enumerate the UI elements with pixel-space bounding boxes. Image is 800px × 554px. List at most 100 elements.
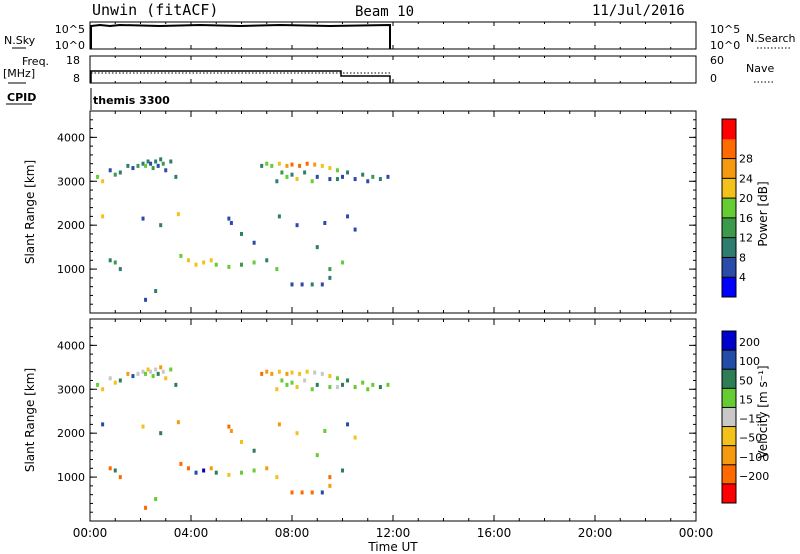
data-point	[371, 382, 375, 387]
title: Unwin (fitACF)	[92, 1, 218, 19]
colorbar-tick-label: −50	[739, 432, 762, 445]
colorbar-tick-label: 4	[739, 271, 746, 284]
freq-frame	[89, 55, 697, 84]
velocity-colorbar-label: Velocity [m s⁻¹]	[756, 365, 770, 458]
velocity-ylabel: Slant Range [km]	[23, 368, 37, 472]
data-point	[290, 370, 294, 375]
beam-label: Beam 10	[355, 4, 414, 20]
data-point	[310, 387, 314, 392]
data-point	[341, 174, 344, 179]
data-point	[320, 282, 324, 287]
x-tick-label: 08:00	[275, 526, 310, 540]
nsky-right-tick-bottom: 10^0	[710, 39, 740, 52]
data-point	[285, 382, 289, 387]
data-point	[144, 505, 148, 510]
data-point	[328, 475, 332, 480]
data-point	[144, 371, 148, 376]
data-point	[323, 428, 327, 433]
data-point	[275, 179, 279, 184]
data-point	[118, 267, 122, 272]
data-point	[328, 267, 332, 272]
data-point	[335, 168, 339, 173]
colorbar-segment	[722, 426, 736, 447]
freq-label-line1: Freq.	[22, 55, 49, 68]
data-point	[113, 380, 117, 385]
colorbar-tick-label: 16	[739, 212, 753, 225]
data-point	[270, 371, 274, 376]
data-point	[179, 461, 183, 466]
colorbar-tick-label: 20	[739, 192, 753, 205]
data-point	[156, 371, 160, 376]
data-point	[328, 177, 332, 182]
data-point	[346, 422, 350, 427]
data-point	[366, 179, 370, 184]
data-point	[154, 289, 158, 294]
data-point	[194, 262, 198, 267]
data-point	[164, 168, 168, 173]
data-point	[341, 468, 344, 473]
power-colorbar: 4 8 12 16 20 24 28	[721, 118, 753, 298]
colorbar-segment	[722, 407, 736, 428]
data-point	[101, 179, 105, 184]
data-point	[240, 231, 243, 236]
data-point	[126, 371, 130, 376]
data-point	[277, 422, 281, 427]
data-point	[378, 177, 382, 182]
data-point	[353, 385, 357, 390]
colorbar-segment	[722, 445, 736, 466]
data-point	[346, 214, 350, 219]
data-point	[335, 177, 339, 182]
data-point	[141, 161, 145, 166]
data-point	[290, 172, 294, 177]
data-point	[335, 376, 339, 381]
colorbar-segment	[722, 331, 736, 351]
colorbar-tick-label: −15	[739, 413, 762, 426]
data-point	[285, 163, 289, 168]
data-point	[214, 470, 218, 475]
data-point	[366, 387, 370, 392]
data-point	[295, 431, 299, 436]
data-point	[108, 168, 112, 173]
data-point	[240, 470, 243, 475]
data-point	[341, 382, 344, 387]
data-point	[252, 468, 256, 473]
data-point	[131, 166, 135, 171]
data-point	[305, 161, 309, 166]
colorbar-tick-label: 24	[739, 172, 753, 185]
data-point	[164, 376, 168, 381]
data-point	[277, 214, 281, 219]
data-point	[144, 163, 148, 168]
data-point	[101, 387, 105, 392]
data-point	[186, 258, 190, 263]
data-point	[174, 174, 178, 179]
velocity-colorbar: 200 100 50 15 −15 −50 −100 −200	[721, 330, 769, 504]
data-point	[303, 378, 307, 383]
data-point	[176, 420, 180, 425]
data-point	[315, 174, 319, 179]
freq-panel: Freq. [MHz] 18 8 60 0 Nave	[3, 54, 775, 85]
data-point	[202, 260, 206, 265]
data-point	[214, 262, 218, 267]
data-point	[353, 177, 357, 182]
data-point	[295, 385, 299, 390]
data-point	[96, 382, 100, 387]
y-tick-label: 2000	[57, 219, 85, 232]
data-point	[260, 163, 264, 168]
data-point	[371, 174, 375, 179]
data-point	[113, 172, 117, 177]
data-point	[118, 475, 122, 480]
colorbar-segment	[722, 350, 736, 370]
data-point	[305, 369, 309, 374]
data-point	[240, 439, 243, 444]
data-point	[101, 214, 105, 219]
data-point	[161, 161, 165, 166]
x-tick-label: 12:00	[376, 526, 411, 540]
data-point	[310, 282, 314, 287]
colorbar-tick-label: 12	[739, 232, 753, 245]
colorbar-frame	[721, 330, 737, 504]
data-point	[300, 490, 304, 495]
data-point	[280, 378, 284, 383]
data-point	[346, 170, 350, 175]
freq-label-line2: [MHz]	[3, 67, 35, 80]
